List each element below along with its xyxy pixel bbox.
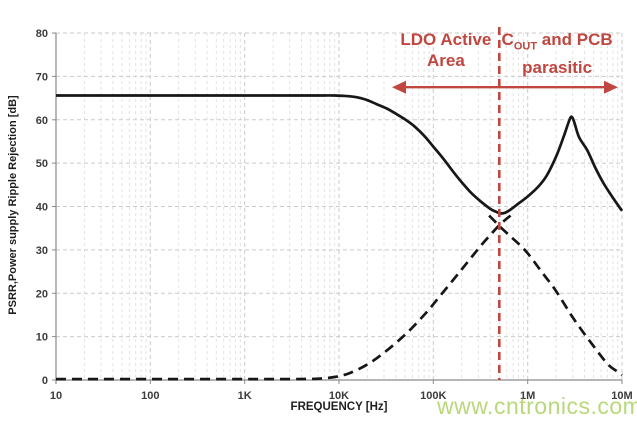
y-tick-label: 70 [36, 71, 48, 83]
annotation-line: LDO Active [400, 30, 492, 49]
x-tick-label: 10 [50, 390, 62, 402]
watermark-cntronics: www.cntronics.com [437, 393, 637, 419]
arrowhead-right-icon [604, 80, 618, 94]
x-tick-label: 10M [611, 390, 632, 402]
y-tick-label: 20 [36, 288, 48, 300]
y-tick-label: 50 [36, 158, 48, 170]
arrowhead-left-icon [392, 80, 406, 94]
y-axis-title: PSRR,Power supply Ripple Rejection [dB] [7, 95, 19, 315]
curves [56, 94, 624, 381]
dashed-curve-falling [488, 214, 623, 377]
annotation-cout-pcb-parasitic: COUT and PCB parasitic [502, 29, 613, 78]
y-tick-label: 0 [42, 375, 48, 387]
y-tick-label: 10 [36, 332, 48, 344]
dashed-curve-rising [56, 214, 512, 381]
plot-annotations [392, 27, 618, 380]
x-tick-label: 1K [238, 390, 252, 402]
x-axis-title: FREQUENCY [Hz] [290, 401, 388, 413]
annotation-line: C [501, 30, 514, 49]
annotation-ldo-active-area: LDO Active Area [400, 29, 491, 71]
x-tick-label: 10K [329, 390, 349, 402]
axes [52, 32, 623, 384]
annotation-line: parasitic [522, 58, 593, 78]
x-tick-label: 1M [520, 390, 535, 402]
x-tick-label: 100 [141, 390, 159, 402]
y-tick-label: 60 [36, 115, 48, 127]
y-tick-label: 80 [36, 28, 48, 40]
y-tick-label: 30 [36, 245, 48, 257]
annotation-line: and PCB [537, 30, 613, 49]
annotation-subscript: OUT [513, 40, 538, 53]
psrr-solid-curve [56, 94, 624, 215]
y-tick-label: 40 [36, 202, 48, 214]
x-tick-label: 100K [420, 390, 446, 402]
annotation-line: Area [426, 51, 465, 70]
gridlines [56, 32, 623, 380]
